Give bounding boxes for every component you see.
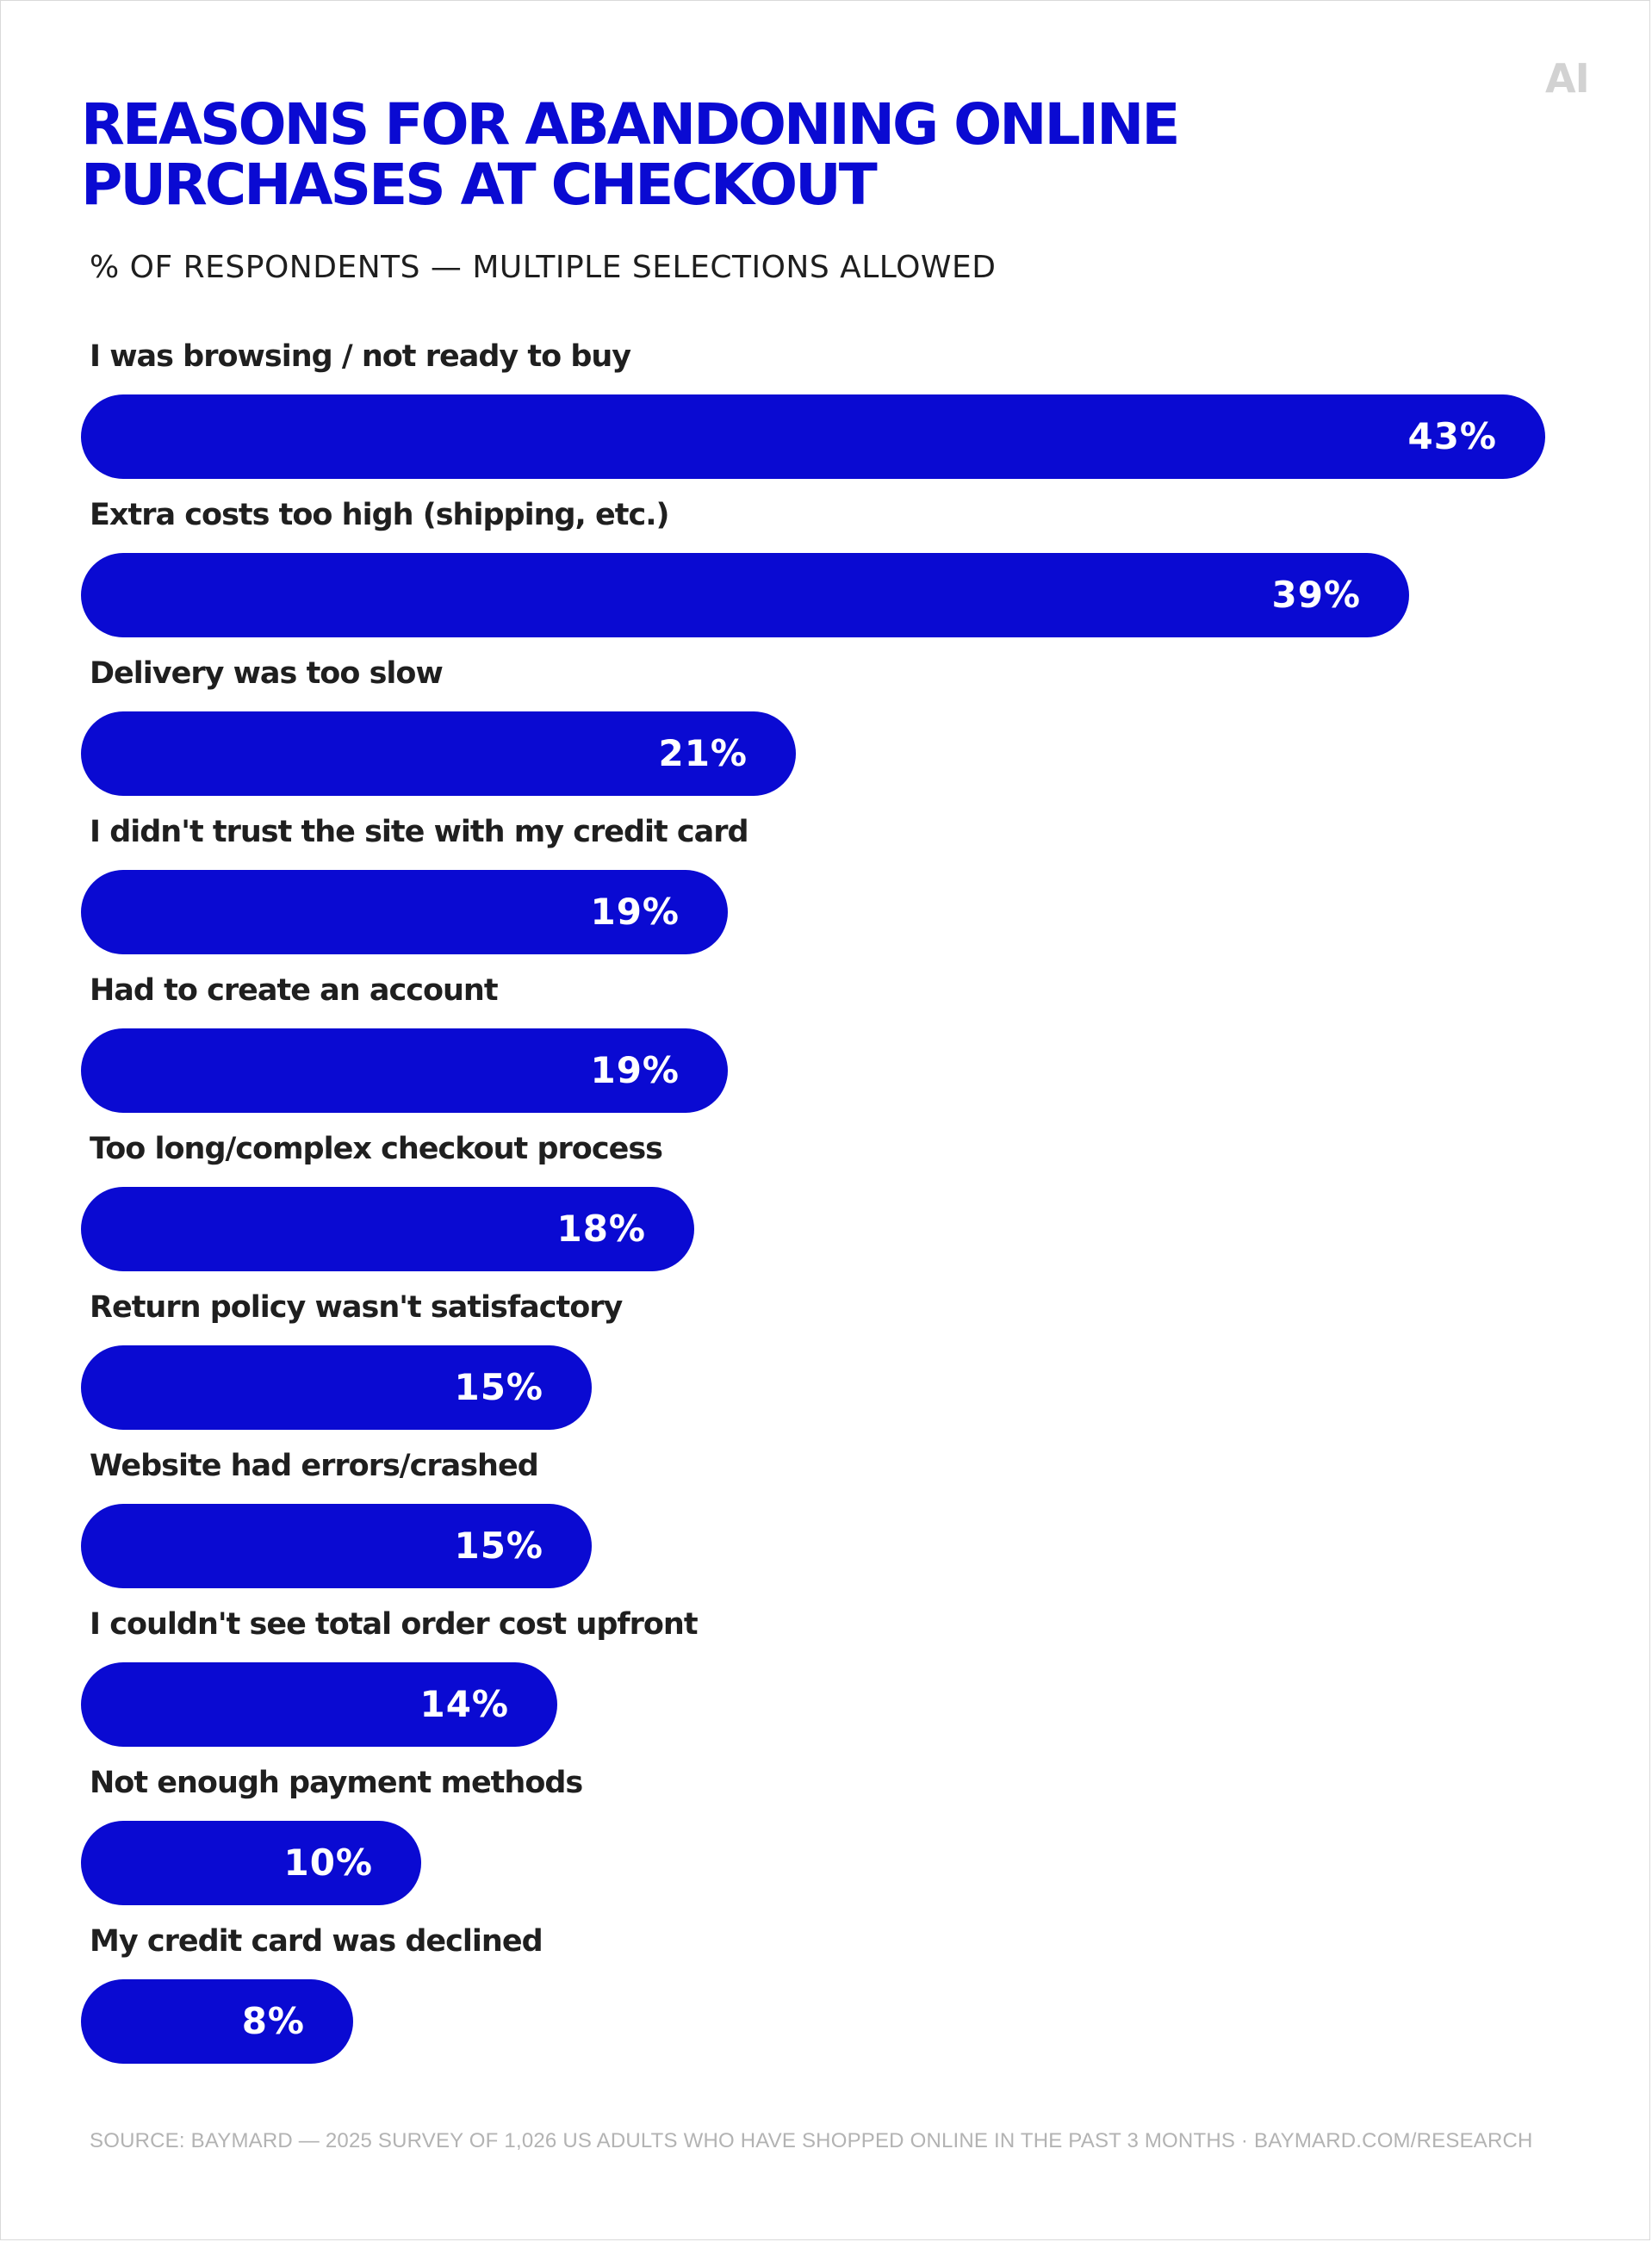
chart-subtitle: % OF RESPONDENTS — MULTIPLE SELECTIONS A… — [90, 250, 997, 285]
bar-row: Had to create an account 19% — [81, 965, 1614, 1123]
bar-row: Too long/complex checkout process 18% — [81, 1123, 1614, 1282]
bar-value-label: 43% — [1407, 415, 1497, 457]
bar: 43% — [81, 394, 1545, 479]
bar-value-label: 8% — [241, 2000, 305, 2042]
bar: 15% — [81, 1345, 592, 1430]
bar-value-label: 10% — [283, 1841, 373, 1884]
category-label: Too long/complex checkout process — [90, 1132, 663, 1166]
bar: 18% — [81, 1187, 694, 1271]
category-label: Delivery was too slow — [90, 656, 444, 691]
bar-value-label: 15% — [454, 1366, 543, 1408]
chart-title-line-2: PURCHASES AT CHECKOUT — [81, 152, 878, 218]
bar-value-label: 19% — [590, 1049, 680, 1091]
bar-chart: I was browsing / not ready to buy 43% Extr… — [81, 331, 1614, 2074]
bar-value-label: 18% — [556, 1208, 646, 1250]
bar: 15% — [81, 1504, 592, 1588]
bar: 39% — [81, 553, 1409, 637]
bar-row: I didn't trust the site with my credit c… — [81, 806, 1614, 965]
category-label: I couldn't see total order cost upfront — [90, 1607, 699, 1642]
category-label: Extra costs too high (shipping, etc.) — [90, 498, 670, 532]
bar: 21% — [81, 711, 796, 796]
bar-row: Not enough payment methods 10% — [81, 1757, 1614, 1916]
category-label: Had to create an account — [90, 973, 499, 1008]
bar-row: Extra costs too high (shipping, etc.) 39% — [81, 489, 1614, 648]
category-label: My credit card was declined — [90, 1924, 543, 1959]
bar-value-label: 14% — [419, 1683, 509, 1725]
bar-row: Website had errors/crashed 15% — [81, 1440, 1614, 1599]
source-note: SOURCE: BAYMARD — 2025 SURVEY OF 1,026 U… — [90, 2129, 1533, 2152]
bar-value-label: 21% — [658, 732, 748, 774]
bar: 8% — [81, 1979, 353, 2064]
bar: 19% — [81, 1028, 728, 1113]
bar-value-label: 39% — [1271, 574, 1361, 616]
chart-title: REASONS FOR ABANDONING ONLINE PURCHASES … — [81, 95, 1201, 215]
category-label: Website had errors/crashed — [90, 1449, 539, 1483]
bar: 10% — [81, 1821, 421, 1905]
bar: 19% — [81, 870, 728, 954]
bar-row: Delivery was too slow 21% — [81, 648, 1614, 806]
bar-value-label: 19% — [590, 891, 680, 933]
bar-row: I couldn't see total order cost upfront 1… — [81, 1599, 1614, 1757]
bar-row: My credit card was declined 8% — [81, 1916, 1614, 2074]
bar: 14% — [81, 1662, 557, 1747]
bar-value-label: 15% — [454, 1525, 543, 1567]
category-label: Not enough payment methods — [90, 1766, 583, 1800]
category-label: I didn't trust the site with my credit c… — [90, 815, 749, 849]
bar-row: Return policy wasn't satisfactory 15% — [81, 1282, 1614, 1440]
category-label: I was browsing / not ready to buy — [90, 339, 631, 374]
brand-logo: AI — [1545, 55, 1590, 102]
chart-title-line-1: REASONS FOR ABANDONING ONLINE — [81, 91, 1180, 158]
bar-row: I was browsing / not ready to buy 43% — [81, 331, 1614, 489]
category-label: Return policy wasn't satisfactory — [90, 1290, 623, 1325]
